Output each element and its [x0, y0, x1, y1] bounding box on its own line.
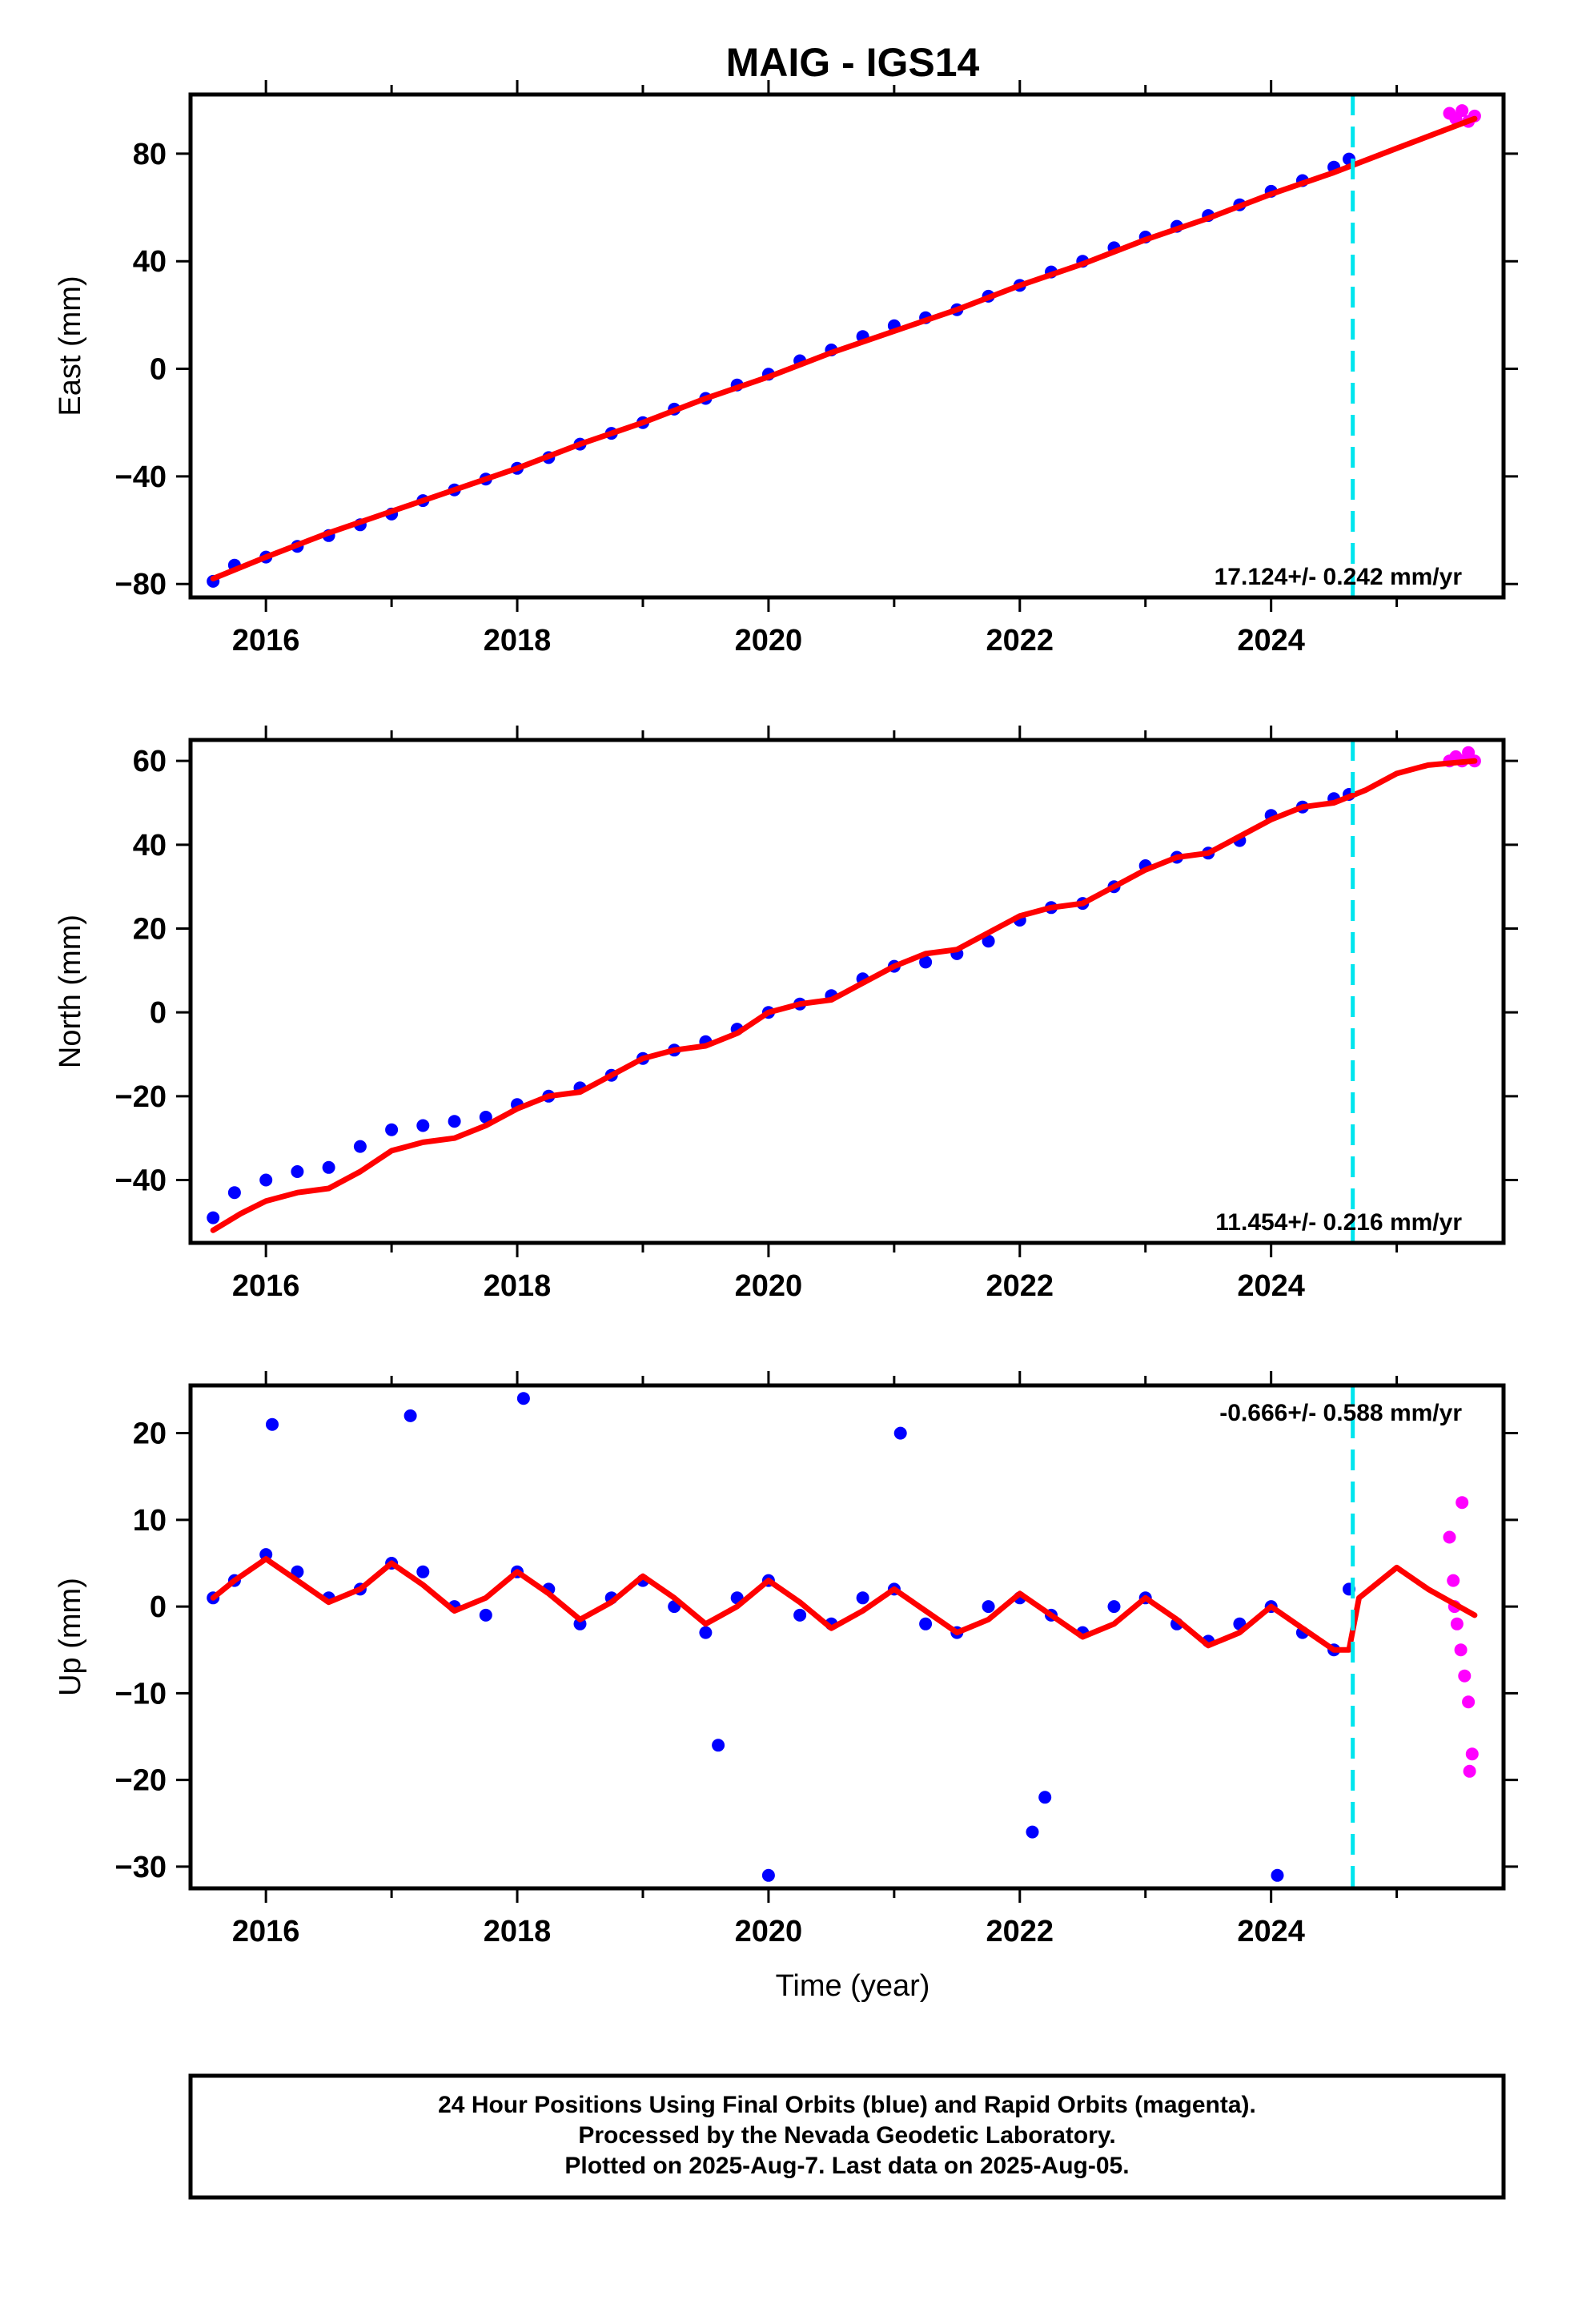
x-tick-label: 2020	[735, 624, 803, 657]
rapid-orbit-point	[1443, 1530, 1456, 1544]
final-orbit-point	[893, 1426, 907, 1440]
final-orbit-point	[1107, 1600, 1121, 1614]
final-orbit-point	[1271, 1868, 1284, 1882]
final-orbit-point	[404, 1409, 417, 1422]
final-orbit-point	[207, 1211, 220, 1224]
y-tick-label: −80	[115, 568, 167, 601]
y-tick-label: 20	[133, 913, 167, 947]
final-orbit-point	[712, 1739, 725, 1752]
rapid-orbit-point	[1454, 1643, 1468, 1657]
final-orbit-point	[259, 1173, 273, 1187]
x-tick-label: 2018	[484, 1915, 552, 1948]
panel-frame	[188, 92, 1506, 600]
final-orbit-point	[761, 1868, 775, 1882]
x-tick-label: 2022	[986, 624, 1054, 657]
y-tick-label: −20	[115, 1080, 167, 1114]
final-orbit-point	[259, 1548, 273, 1562]
final-orbit-point	[385, 1123, 399, 1136]
y-tick-label: 10	[133, 1504, 167, 1538]
x-tick-label: 2018	[484, 1269, 552, 1303]
final-orbit-point	[227, 1186, 241, 1200]
rate-annotation: 17.124+/- 0.242 mm/yr	[1215, 564, 1463, 590]
x-tick-label: 2016	[232, 1915, 300, 1948]
x-tick-label: 2018	[484, 624, 552, 657]
y-tick-label: −40	[115, 460, 167, 494]
rapid-orbit-point	[1456, 1496, 1469, 1510]
final-orbit-point	[291, 1165, 304, 1178]
final-orbit-point	[1026, 1825, 1039, 1839]
panel-data-group	[207, 1392, 1479, 1882]
x-tick-label: 2016	[232, 624, 300, 657]
footer-line-2: Processed by the Nevada Geodetic Laborat…	[578, 2122, 1115, 2149]
panel-north: −40 −20 0 20 40 60 2016 2018 2020 2022 2024 North (…	[54, 726, 1518, 1303]
final-orbit-point	[982, 935, 995, 948]
final-orbit-point	[919, 1617, 933, 1630]
y-tick-label: −20	[115, 1764, 167, 1798]
y-axis-label: East (mm)	[54, 275, 87, 416]
y-tick-label: 0	[150, 996, 167, 1030]
final-orbit-point	[793, 1608, 807, 1622]
final-orbit-point	[516, 1392, 530, 1405]
rate-annotation: 11.454+/- 0.216 mm/yr	[1215, 1209, 1462, 1236]
x-tick-label: 2024	[1237, 1915, 1305, 1948]
y-tick-label: 40	[133, 829, 167, 862]
rapid-orbit-point	[1447, 1574, 1460, 1587]
rapid-orbit-point	[1463, 1764, 1476, 1778]
x-tick-label: 2016	[232, 1269, 300, 1303]
chart-title: MAIG - IGS14	[726, 40, 980, 85]
final-orbit-point	[353, 1140, 367, 1153]
panel-frame	[188, 1383, 1506, 1891]
panel-frame	[188, 738, 1506, 1245]
x-tick-label: 2024	[1237, 1269, 1305, 1303]
y-tick-label: −40	[115, 1164, 167, 1198]
final-orbit-point	[266, 1417, 279, 1431]
final-orbit-point	[479, 1608, 492, 1622]
y-tick-label: 20	[133, 1417, 167, 1451]
final-orbit-point	[982, 1600, 995, 1614]
x-tick-label: 2020	[735, 1915, 803, 1948]
y-axis-label: Up (mm)	[54, 1578, 87, 1696]
model-line	[210, 758, 1478, 1233]
final-orbit-point	[448, 1115, 461, 1128]
rapid-orbit-point	[1462, 1695, 1476, 1709]
rate-annotation: -0.666+/- 0.588 mm/yr	[1219, 1400, 1462, 1426]
final-orbit-point	[416, 1565, 430, 1578]
rapid-orbit-point	[1465, 1747, 1479, 1761]
x-tick-label: 2022	[986, 1269, 1054, 1303]
model-line	[210, 115, 1478, 581]
x-tick-label: 2024	[1237, 624, 1305, 657]
panel-east: −80 −40 0 40 80 2016 2018 2020 2022 2024 East (mm)…	[54, 80, 1518, 657]
final-orbit-point	[919, 955, 933, 969]
x-axis-label: Time (year)	[776, 1969, 930, 2003]
y-tick-label: −30	[115, 1851, 167, 1884]
rapid-orbit-point	[1456, 104, 1469, 118]
x-tick-label: 2022	[986, 1915, 1054, 1948]
final-orbit-point	[1038, 1791, 1052, 1804]
y-tick-label: 40	[133, 245, 167, 279]
y-tick-label: −10	[115, 1677, 167, 1711]
final-orbit-point	[699, 1626, 713, 1639]
y-tick-label: 0	[150, 353, 167, 387]
footer-line-3: Plotted on 2025-Aug-7. Last data on 2025…	[564, 2153, 1129, 2179]
model-line	[210, 1556, 1478, 1653]
final-orbit-point	[856, 1591, 869, 1605]
x-tick-label: 2020	[735, 1269, 803, 1303]
final-orbit-point	[479, 1111, 492, 1124]
panel-data-group	[207, 746, 1481, 1233]
rapid-orbit-point	[1450, 1617, 1464, 1630]
final-orbit-point	[416, 1119, 430, 1132]
y-tick-label: 60	[133, 745, 167, 778]
footer-line-1: 24 Hour Positions Using Final Orbits (bl…	[438, 2092, 1256, 2118]
y-tick-label: 80	[133, 138, 167, 171]
y-tick-label: 0	[150, 1590, 167, 1624]
footer-frame	[188, 2073, 1506, 2200]
final-orbit-point	[322, 1160, 335, 1174]
y-axis-label: North (mm)	[54, 915, 87, 1068]
panel-data-group	[207, 104, 1481, 588]
panel-up: −30 −20 −10 0 10 20 2016 2018 2020 2022 2024 Up (mm…	[54, 1371, 1518, 1948]
rapid-orbit-point	[1458, 1669, 1472, 1683]
footer-box: 24 Hour Positions Using Final Orbits (bl…	[188, 2073, 1506, 2200]
